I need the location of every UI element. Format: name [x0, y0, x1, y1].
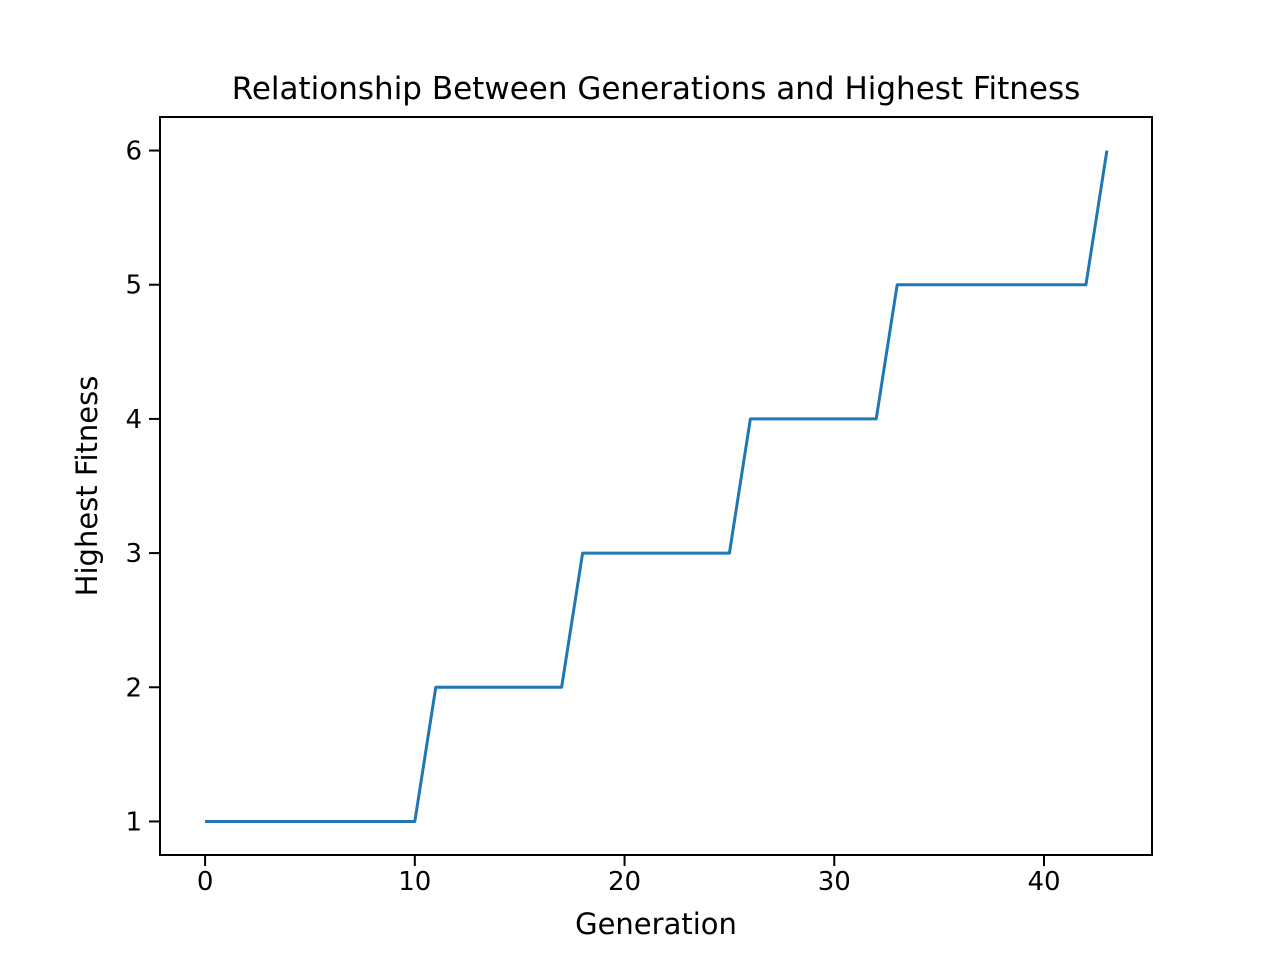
x-tick-label: 0 [197, 867, 214, 897]
y-tick-label: 5 [125, 271, 142, 301]
y-axis-label: Highest Fitness [70, 376, 104, 597]
y-tick-label: 3 [125, 539, 142, 569]
y-tick-label: 2 [125, 673, 142, 703]
y-tick-label: 4 [125, 405, 142, 435]
x-tick-label: 10 [398, 867, 431, 897]
plot-border [159, 116, 1153, 856]
chart-title: Relationship Between Generations and Hig… [232, 71, 1081, 107]
y-tick-label: 6 [125, 137, 142, 167]
y-tick-label: 1 [125, 807, 142, 837]
x-tick-label: 30 [818, 867, 851, 897]
fitness-line-series [205, 150, 1109, 823]
x-axis-label: Generation [575, 907, 737, 941]
x-tick-label: 20 [608, 867, 641, 897]
x-tick-label: 40 [1027, 867, 1060, 897]
plot-area: 0 10 20 30 40 1 2 3 4 5 6 [125, 137, 1109, 897]
